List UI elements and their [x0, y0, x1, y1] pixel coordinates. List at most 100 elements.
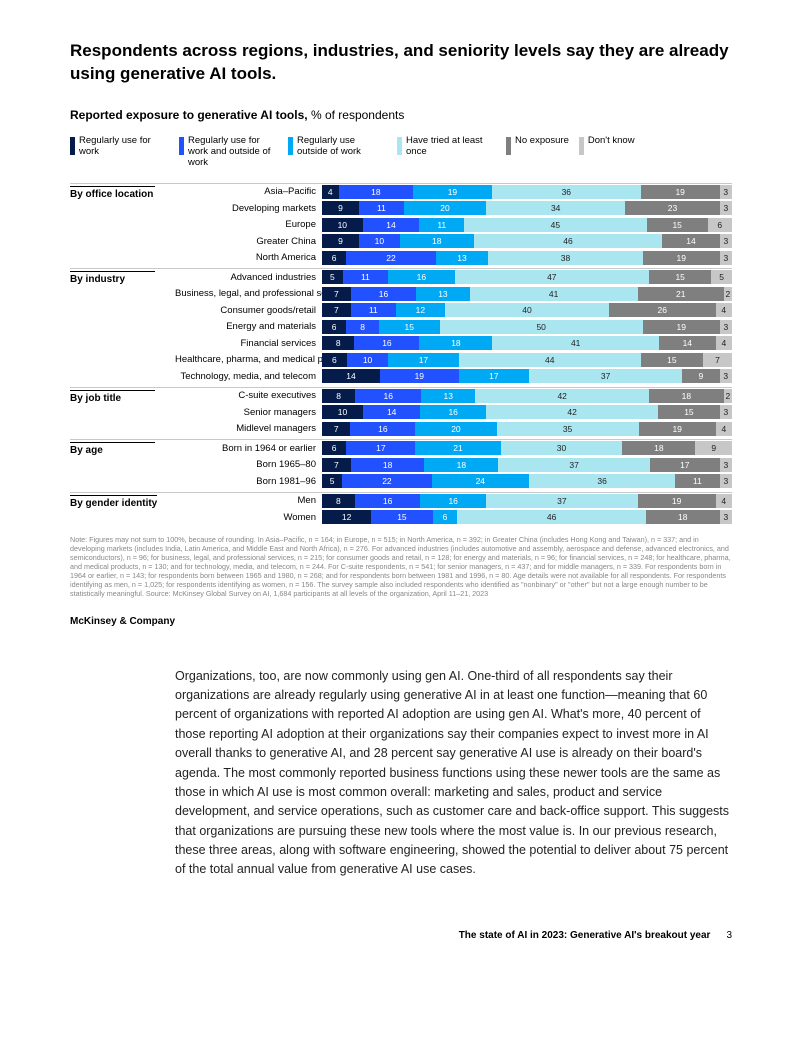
- bar-segment: 18: [649, 389, 724, 403]
- bar-segment: 16: [351, 287, 417, 301]
- bar-segment: 41: [492, 336, 658, 350]
- legend-label: Regularly use for work: [79, 136, 169, 158]
- bar-segment: 26: [609, 303, 716, 317]
- row-bar: 8161841144: [322, 336, 732, 350]
- bar-segment: 6: [322, 353, 347, 367]
- bar-segment: 8: [322, 336, 354, 350]
- chart-row: Women1215646183: [175, 510, 732, 524]
- chart-row: Consumer goods/retail7111240264: [175, 303, 732, 317]
- row-bar: 4181936193: [322, 185, 732, 199]
- bar-segment: 15: [371, 510, 433, 524]
- bar-segment: 14: [662, 234, 719, 248]
- bar-segment: 18: [351, 458, 425, 472]
- bar-segment: 11: [359, 201, 404, 215]
- bar-segment: 18: [646, 510, 720, 524]
- bar-segment: 14: [322, 369, 380, 383]
- row-label: Midlevel managers: [175, 423, 322, 434]
- bar-segment: 41: [470, 287, 638, 301]
- bar-segment: 19: [643, 320, 720, 334]
- group-title: By office location: [70, 185, 175, 268]
- brand: McKinsey & Company: [70, 616, 732, 627]
- bar-segment: 47: [455, 270, 650, 284]
- group-rows: C-suite executives8161342182Senior manag…: [175, 389, 732, 439]
- bar-segment: 10: [322, 218, 363, 232]
- bar-segment: 3: [720, 405, 732, 419]
- bar-segment: 3: [720, 234, 732, 248]
- row-bar: 7181837173: [322, 458, 732, 472]
- chart-row: Developing markets9112034233: [175, 201, 732, 215]
- bar-segment: 19: [413, 185, 492, 199]
- bar-segment: 16: [350, 422, 415, 436]
- chart-row: Business, legal, and professional servic…: [175, 287, 732, 301]
- bar-segment: 3: [720, 251, 732, 265]
- bar-segment: 10: [359, 234, 400, 248]
- bar-segment: 30: [501, 441, 623, 455]
- chart-row: Advanced industries5111647155: [175, 270, 732, 284]
- footer-page-number: 3: [726, 930, 732, 941]
- legend-item: Have tried at least once: [397, 136, 496, 169]
- bar-segment: 7: [703, 353, 732, 367]
- bar-segment: 14: [363, 218, 420, 232]
- row-bar: 7162035194: [322, 422, 732, 436]
- bar-segment: 3: [720, 474, 732, 488]
- bar-segment: 8: [322, 494, 355, 508]
- row-label: Business, legal, and professional servic…: [175, 288, 322, 299]
- bar-segment: 8: [322, 389, 355, 403]
- chart-row: Asia–Pacific4181936193: [175, 185, 732, 199]
- bar-segment: 4: [716, 303, 732, 317]
- bar-segment: 6: [433, 510, 458, 524]
- chart-row: Greater China9101846143: [175, 234, 732, 248]
- legend-label: Regularly use outside of work: [297, 136, 387, 158]
- row-bar: 6172130189: [322, 441, 732, 455]
- bar-segment: 9: [682, 369, 719, 383]
- bar-segment: 37: [498, 458, 650, 472]
- bar-segment: 45: [464, 218, 647, 232]
- chart-row: Europe10141145156: [175, 218, 732, 232]
- group-title: By age: [70, 441, 175, 491]
- row-bar: 8161637194: [322, 494, 732, 508]
- bar-segment: 34: [486, 201, 625, 215]
- bar-segment: 9: [322, 234, 359, 248]
- bar-segment: 44: [459, 353, 641, 367]
- chart-row: Technology, media, and telecom1419173793: [175, 369, 732, 383]
- stacked-bar-chart: By office locationAsia–Pacific4181936193…: [70, 183, 732, 527]
- row-label: Consumer goods/retail: [175, 305, 322, 316]
- chart-group: By job titleC-suite executives8161342182…: [70, 387, 732, 439]
- bar-segment: 5: [322, 270, 343, 284]
- bar-segment: 15: [658, 405, 720, 419]
- bar-segment: 21: [415, 441, 500, 455]
- chart-group: By office locationAsia–Pacific4181936193…: [70, 183, 732, 268]
- row-bar: 5111647155: [322, 270, 732, 284]
- bar-segment: 2: [724, 389, 732, 403]
- legend-item: Regularly use for work and outside of wo…: [179, 136, 278, 169]
- group-title: By gender identity: [70, 494, 175, 527]
- bar-segment: 13: [436, 251, 489, 265]
- headline: Respondents across regions, industries, …: [70, 40, 732, 86]
- row-label: Women: [175, 512, 322, 523]
- row-label: Healthcare, pharma, and medical products: [175, 354, 322, 365]
- bar-segment: 50: [440, 320, 643, 334]
- subhead-rest: % of respondents: [308, 108, 405, 122]
- bar-segment: 3: [720, 185, 732, 199]
- bar-segment: 19: [641, 185, 720, 199]
- group-rows: Born in 1964 or earlier6172130189Born 19…: [175, 441, 732, 491]
- chart-row: Financial services8161841144: [175, 336, 732, 350]
- bar-segment: 3: [720, 320, 732, 334]
- row-bar: 9101846143: [322, 234, 732, 248]
- bar-segment: 6: [322, 320, 346, 334]
- legend-item: Don't know: [579, 136, 635, 169]
- bar-segment: 20: [404, 201, 486, 215]
- chart-row: Midlevel managers7162035194: [175, 422, 732, 436]
- group-rows: Men8161637194Women1215646183: [175, 494, 732, 527]
- bar-segment: 16: [355, 494, 421, 508]
- bar-segment: 5: [322, 474, 342, 488]
- bar-segment: 18: [419, 336, 492, 350]
- bar-segment: 3: [720, 369, 732, 383]
- chart-group: By industryAdvanced industries5111647155…: [70, 268, 732, 386]
- group-title: By job title: [70, 389, 175, 439]
- row-label: Developing markets: [175, 203, 322, 214]
- footer-title: The state of AI in 2023: Generative AI's…: [459, 930, 711, 941]
- row-bar: 1215646183: [322, 510, 732, 524]
- row-label: Advanced industries: [175, 272, 322, 283]
- row-label: Men: [175, 495, 322, 506]
